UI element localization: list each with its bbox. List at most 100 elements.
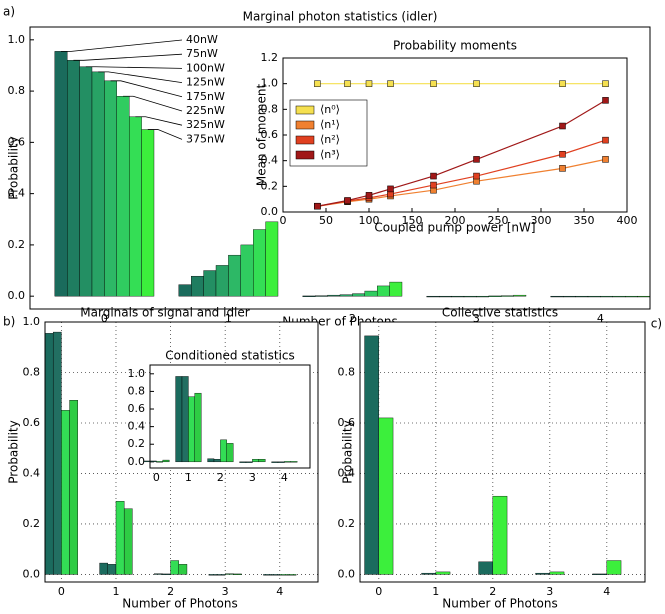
bar [439, 295, 452, 298]
marker [344, 80, 351, 87]
bar [213, 458, 221, 463]
marker [559, 80, 566, 87]
bar [265, 221, 279, 297]
x-tick-label: 200 [445, 214, 466, 227]
bar [54, 51, 68, 297]
x-tick-label: 0 [58, 585, 65, 598]
bar [290, 461, 298, 463]
bar [143, 460, 151, 463]
x-tick-label: 300 [531, 214, 552, 227]
bar [178, 564, 188, 575]
plot-frame [149, 364, 311, 469]
x-tick-label: 350 [574, 214, 595, 227]
bar [104, 80, 118, 297]
marker [602, 136, 609, 144]
bar [625, 295, 638, 298]
series-line [317, 139, 606, 207]
marker [430, 181, 437, 189]
bar [612, 295, 626, 298]
bar [271, 574, 280, 576]
leader-line [110, 80, 183, 98]
panel-label: a) [3, 5, 15, 19]
x-tick-label: 1 [225, 312, 232, 325]
bar [302, 295, 316, 297]
bar [339, 294, 353, 297]
chart-title: Conditioned statistics [165, 349, 295, 363]
marker [344, 197, 351, 204]
bar [208, 574, 218, 576]
bar [592, 573, 608, 575]
bar [69, 400, 78, 575]
x-tick-label: 400 [617, 214, 638, 227]
y-tick-label: 1.0 [23, 315, 41, 328]
marker [365, 192, 373, 199]
y-tick-label: 0.2 [23, 517, 41, 530]
legend-label: ⟨n²⟩ [320, 133, 340, 146]
bar [190, 275, 204, 297]
x-tick-label: 3 [546, 585, 553, 598]
x-tick-label: 3 [249, 471, 256, 484]
bar [170, 560, 179, 575]
bar [478, 561, 494, 575]
bar [216, 574, 226, 576]
bar [252, 458, 259, 463]
marker [602, 156, 609, 163]
y-tick-label: 0.6 [8, 135, 26, 148]
bar [488, 295, 502, 297]
x-tick-label: 150 [402, 214, 423, 227]
bar [277, 461, 285, 463]
legend-swatch [295, 120, 315, 130]
y-tick-label: 0.4 [23, 466, 41, 479]
bar [364, 335, 380, 575]
bar [207, 458, 215, 463]
legend-label: ⟨n¹⟩ [320, 118, 340, 131]
bar [463, 295, 477, 298]
bar [99, 562, 108, 575]
bar [224, 573, 234, 575]
bar [194, 392, 202, 463]
series-line [317, 99, 606, 207]
y-tick-label: 0.0 [128, 455, 146, 468]
y-tick-label: 0.6 [23, 416, 41, 429]
y-tick-label: 0.4 [261, 154, 279, 167]
x-axis-label: Number of Photons [122, 597, 238, 611]
panel-label: c) [651, 317, 662, 331]
bar [252, 229, 266, 297]
x-tick-label: 2 [167, 585, 174, 598]
marker [387, 185, 394, 193]
bar [600, 295, 614, 298]
marker [387, 80, 394, 87]
marker [365, 80, 373, 87]
marker [430, 172, 437, 180]
bar [492, 495, 508, 575]
marker [430, 80, 437, 87]
marker [559, 122, 566, 130]
bar [44, 333, 54, 575]
legend-label: ⟨n³⟩ [320, 148, 340, 161]
bar [279, 574, 289, 576]
y-tick-label: 1.0 [128, 367, 146, 380]
y-tick-label: 0.0 [23, 567, 41, 580]
legend-swatch [295, 150, 315, 160]
y-axis-label: Probability [341, 420, 355, 483]
bar [178, 284, 192, 297]
bar [52, 331, 62, 575]
bar [378, 417, 394, 575]
bar [115, 501, 125, 575]
bar [107, 564, 117, 575]
y-tick-label: 1.0 [261, 77, 279, 90]
marker [473, 156, 480, 163]
bar [79, 66, 93, 297]
y-tick-label: 0.0 [8, 289, 26, 302]
leader-line [98, 71, 183, 83]
bar [563, 295, 576, 298]
y-tick-label: 0.4 [128, 420, 146, 433]
y-axis-label: Probability [7, 136, 21, 199]
plot-frame [29, 26, 651, 310]
y-tick-label: 0.6 [128, 402, 146, 415]
x-tick-label: 0 [153, 471, 160, 484]
y-tick-label: 0.4 [338, 466, 356, 479]
y-tick-label: 0.8 [338, 365, 356, 378]
bar [66, 60, 80, 297]
series-label: 175nW [186, 90, 225, 103]
